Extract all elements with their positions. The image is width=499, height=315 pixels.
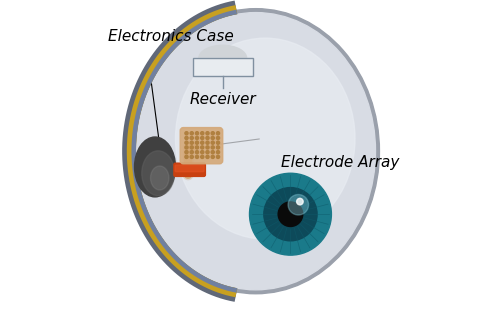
Circle shape [190,141,193,144]
FancyBboxPatch shape [180,128,223,164]
Circle shape [296,198,303,205]
Text: Electronics Case: Electronics Case [108,29,234,44]
FancyBboxPatch shape [174,163,206,176]
Circle shape [217,136,220,140]
Circle shape [206,151,209,154]
Circle shape [201,155,204,158]
Circle shape [217,151,220,154]
Circle shape [217,146,220,149]
Circle shape [185,132,188,135]
Circle shape [190,151,193,154]
Circle shape [190,146,193,149]
Circle shape [196,151,199,154]
Ellipse shape [199,45,247,71]
Ellipse shape [142,151,175,196]
Circle shape [217,132,220,135]
Circle shape [264,187,317,241]
Circle shape [196,155,199,158]
Circle shape [250,173,331,255]
Circle shape [206,136,209,140]
Circle shape [185,155,188,158]
Circle shape [211,141,215,144]
FancyBboxPatch shape [193,58,252,76]
Circle shape [217,141,220,144]
Circle shape [211,155,215,158]
Ellipse shape [136,13,376,290]
Circle shape [185,141,188,144]
Circle shape [190,136,193,140]
Circle shape [201,141,204,144]
Ellipse shape [135,137,176,197]
Circle shape [196,132,199,135]
Circle shape [201,146,204,149]
Circle shape [201,151,204,154]
Circle shape [211,132,215,135]
Circle shape [201,136,204,140]
Circle shape [206,141,209,144]
Circle shape [217,155,220,158]
Circle shape [206,132,209,135]
Circle shape [278,202,303,226]
Ellipse shape [132,9,379,294]
Circle shape [196,146,199,149]
Ellipse shape [176,38,355,239]
Circle shape [288,194,308,215]
Circle shape [211,136,215,140]
Circle shape [185,136,188,140]
Circle shape [196,141,199,144]
Ellipse shape [151,166,169,190]
Circle shape [206,146,209,149]
Circle shape [211,151,215,154]
Circle shape [190,132,193,135]
Circle shape [190,155,193,158]
FancyBboxPatch shape [175,165,204,172]
Circle shape [206,155,209,158]
Circle shape [201,132,204,135]
Circle shape [196,136,199,140]
Circle shape [185,146,188,149]
Circle shape [211,146,215,149]
Circle shape [185,151,188,154]
Text: Receiver: Receiver [190,92,256,107]
Text: Electrode Array: Electrode Array [281,155,399,170]
